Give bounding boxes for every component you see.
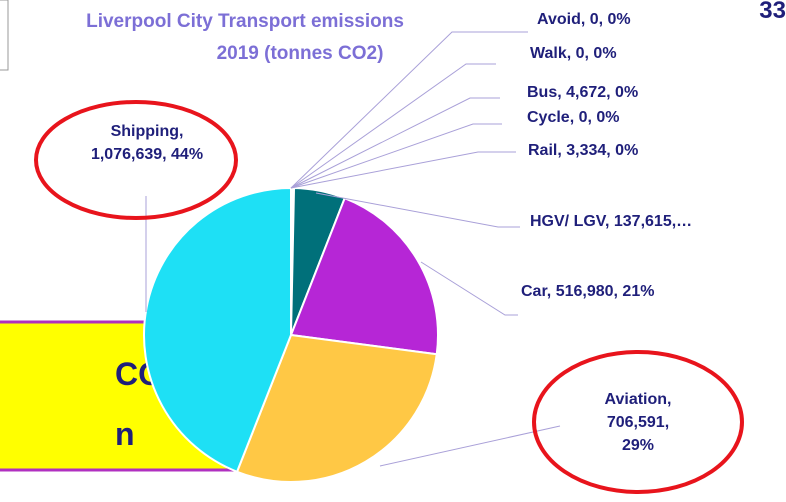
leader-line: [315, 192, 520, 228]
pie-slice: [143, 186, 292, 474]
pie: [143, 186, 439, 483]
labels: Avoid, 0, 0% Walk, 0, 0% Bus, 4,672, 0% Cyc…: [91, 11, 692, 454]
data-label: 1,076,639, 44%: [91, 146, 203, 163]
callout-line: n: [115, 416, 135, 452]
data-label: Aviation,: [605, 391, 672, 408]
data-label: Avoid, 0, 0%: [537, 11, 631, 28]
chart-title: Liverpool City Transport emissions: [86, 11, 404, 32]
leader-lines: [145, 31, 561, 467]
pie-slice: [235, 333, 438, 483]
data-label: Bus, 4,672, 0%: [527, 84, 638, 101]
data-label: 706,591,: [607, 414, 669, 431]
leader-line: [420, 261, 518, 316]
leader-line: [290, 63, 496, 189]
leader-line: [290, 97, 500, 189]
chart-title: 2019 (tonnes CO2): [217, 43, 384, 64]
leader-line: [290, 123, 502, 189]
highlight-ring: [34, 100, 238, 220]
pie-slice: [289, 196, 439, 356]
data-label: Car, 516,980, 21%: [521, 283, 654, 300]
data-label: 29%: [622, 437, 654, 454]
leader-line: [290, 151, 516, 189]
leader-line: [290, 31, 528, 189]
highlight-ring: [532, 350, 744, 494]
leader-line: [379, 425, 561, 467]
data-label: HGV/ LGV, 137,615,…: [530, 213, 692, 230]
data-label: Cycle, 0, 0%: [527, 109, 620, 126]
page-number: 33: [759, 0, 786, 24]
data-label: Shipping,: [111, 123, 184, 140]
data-label: Rail, 3,334, 0%: [528, 142, 638, 159]
side-box: [0, 0, 9, 71]
data-label: Walk, 0, 0%: [530, 45, 617, 62]
